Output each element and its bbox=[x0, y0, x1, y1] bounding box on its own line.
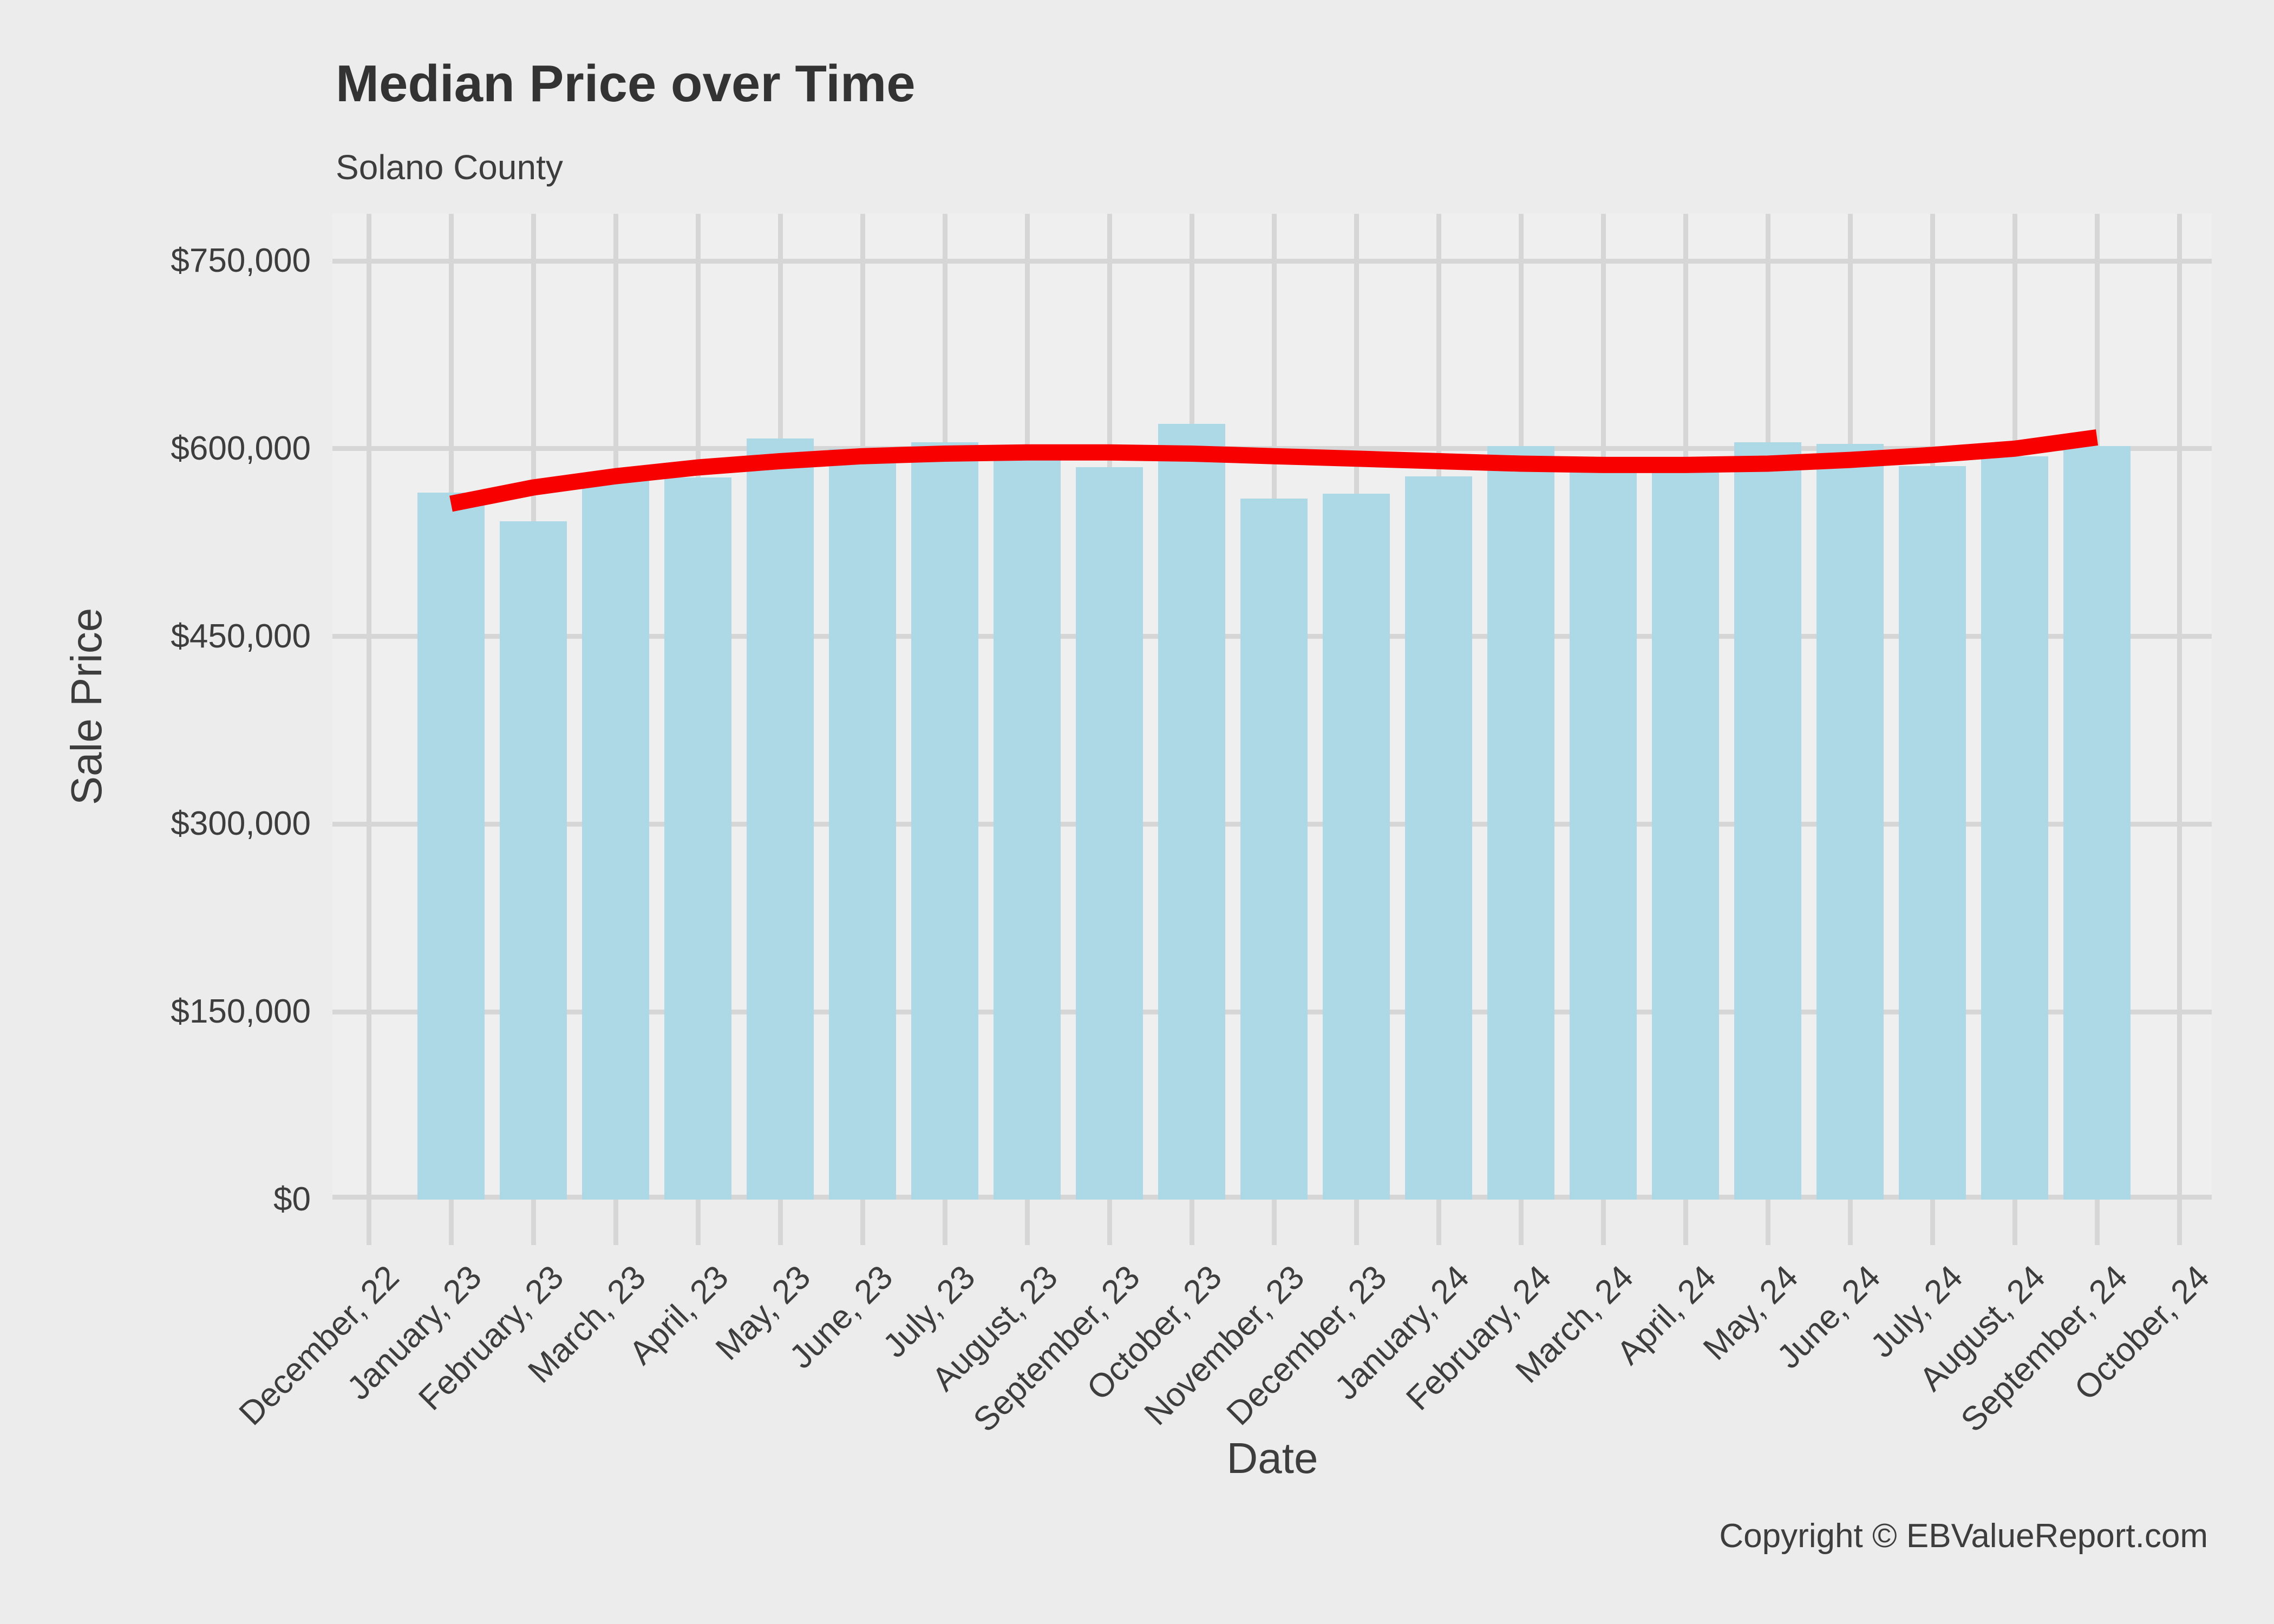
x-axis-title: Date bbox=[1226, 1434, 1318, 1482]
x-tick-mark bbox=[860, 1200, 865, 1245]
x-tick-mark bbox=[695, 1200, 701, 1245]
x-tick-mark bbox=[1271, 1200, 1277, 1245]
bar-march-24 bbox=[1570, 470, 1637, 1200]
bar-november-23 bbox=[1240, 499, 1308, 1200]
x-tick-mark bbox=[1518, 1200, 1524, 1245]
x-tick-mark bbox=[1600, 1200, 1606, 1245]
bar-april-23 bbox=[664, 477, 731, 1200]
x-tick-mark bbox=[2012, 1200, 2017, 1245]
v-gridline bbox=[2177, 214, 2182, 1200]
x-tick-mark bbox=[1436, 1200, 1441, 1245]
bar-july-24 bbox=[1899, 466, 1966, 1200]
bar-july-23 bbox=[911, 442, 978, 1200]
x-tick-mark bbox=[1189, 1200, 1194, 1245]
x-tick-mark bbox=[1354, 1200, 1359, 1245]
plot-panel bbox=[332, 214, 2212, 1200]
x-tick-mark bbox=[1683, 1200, 1688, 1245]
bar-february-24 bbox=[1487, 446, 1554, 1200]
chart-title: Median Price over Time bbox=[336, 55, 916, 113]
y-tick-label: $300,000 bbox=[171, 805, 311, 843]
bar-january-23 bbox=[417, 492, 485, 1200]
x-tick-mark bbox=[613, 1200, 618, 1245]
bar-may-24 bbox=[1734, 442, 1801, 1200]
bar-april-24 bbox=[1652, 470, 1719, 1200]
bar-february-23 bbox=[500, 521, 567, 1200]
copyright-caption: Copyright © EBValueReport.com bbox=[1719, 1517, 2208, 1555]
bar-august-24 bbox=[1981, 456, 2048, 1200]
bar-june-24 bbox=[1816, 443, 1884, 1200]
x-tick-mark bbox=[531, 1200, 536, 1245]
bar-may-23 bbox=[747, 438, 814, 1200]
y-tick-label: $150,000 bbox=[171, 993, 311, 1031]
x-tick-mark bbox=[1930, 1200, 1935, 1245]
bar-january-24 bbox=[1405, 476, 1472, 1200]
y-tick-label: $450,000 bbox=[171, 617, 311, 655]
y-tick-label: $600,000 bbox=[171, 429, 311, 467]
x-tick-mark bbox=[2094, 1200, 2100, 1245]
bar-october-23 bbox=[1158, 423, 1225, 1200]
bar-december-23 bbox=[1323, 494, 1390, 1200]
bar-september-24 bbox=[2063, 446, 2131, 1200]
x-tick-mark bbox=[1107, 1200, 1112, 1245]
x-tick-mark bbox=[366, 1200, 371, 1245]
v-gridline bbox=[366, 214, 371, 1200]
x-tick-mark bbox=[777, 1200, 783, 1245]
y-tick-label: $0 bbox=[273, 1181, 311, 1218]
x-tick-mark bbox=[1847, 1200, 1853, 1245]
y-tick-label: $750,000 bbox=[171, 242, 311, 279]
x-tick-mark bbox=[1024, 1200, 1030, 1245]
bar-august-23 bbox=[994, 460, 1061, 1200]
chart-subtitle: Solano County bbox=[336, 148, 563, 187]
bar-september-23 bbox=[1076, 467, 1143, 1200]
x-tick-mark bbox=[2177, 1200, 2182, 1245]
bar-june-23 bbox=[829, 448, 896, 1200]
x-tick-mark bbox=[1765, 1200, 1770, 1245]
x-tick-mark bbox=[448, 1200, 454, 1245]
y-axis-title: Sale Price bbox=[62, 607, 110, 806]
x-tick-mark bbox=[942, 1200, 948, 1245]
bar-march-23 bbox=[582, 472, 649, 1200]
